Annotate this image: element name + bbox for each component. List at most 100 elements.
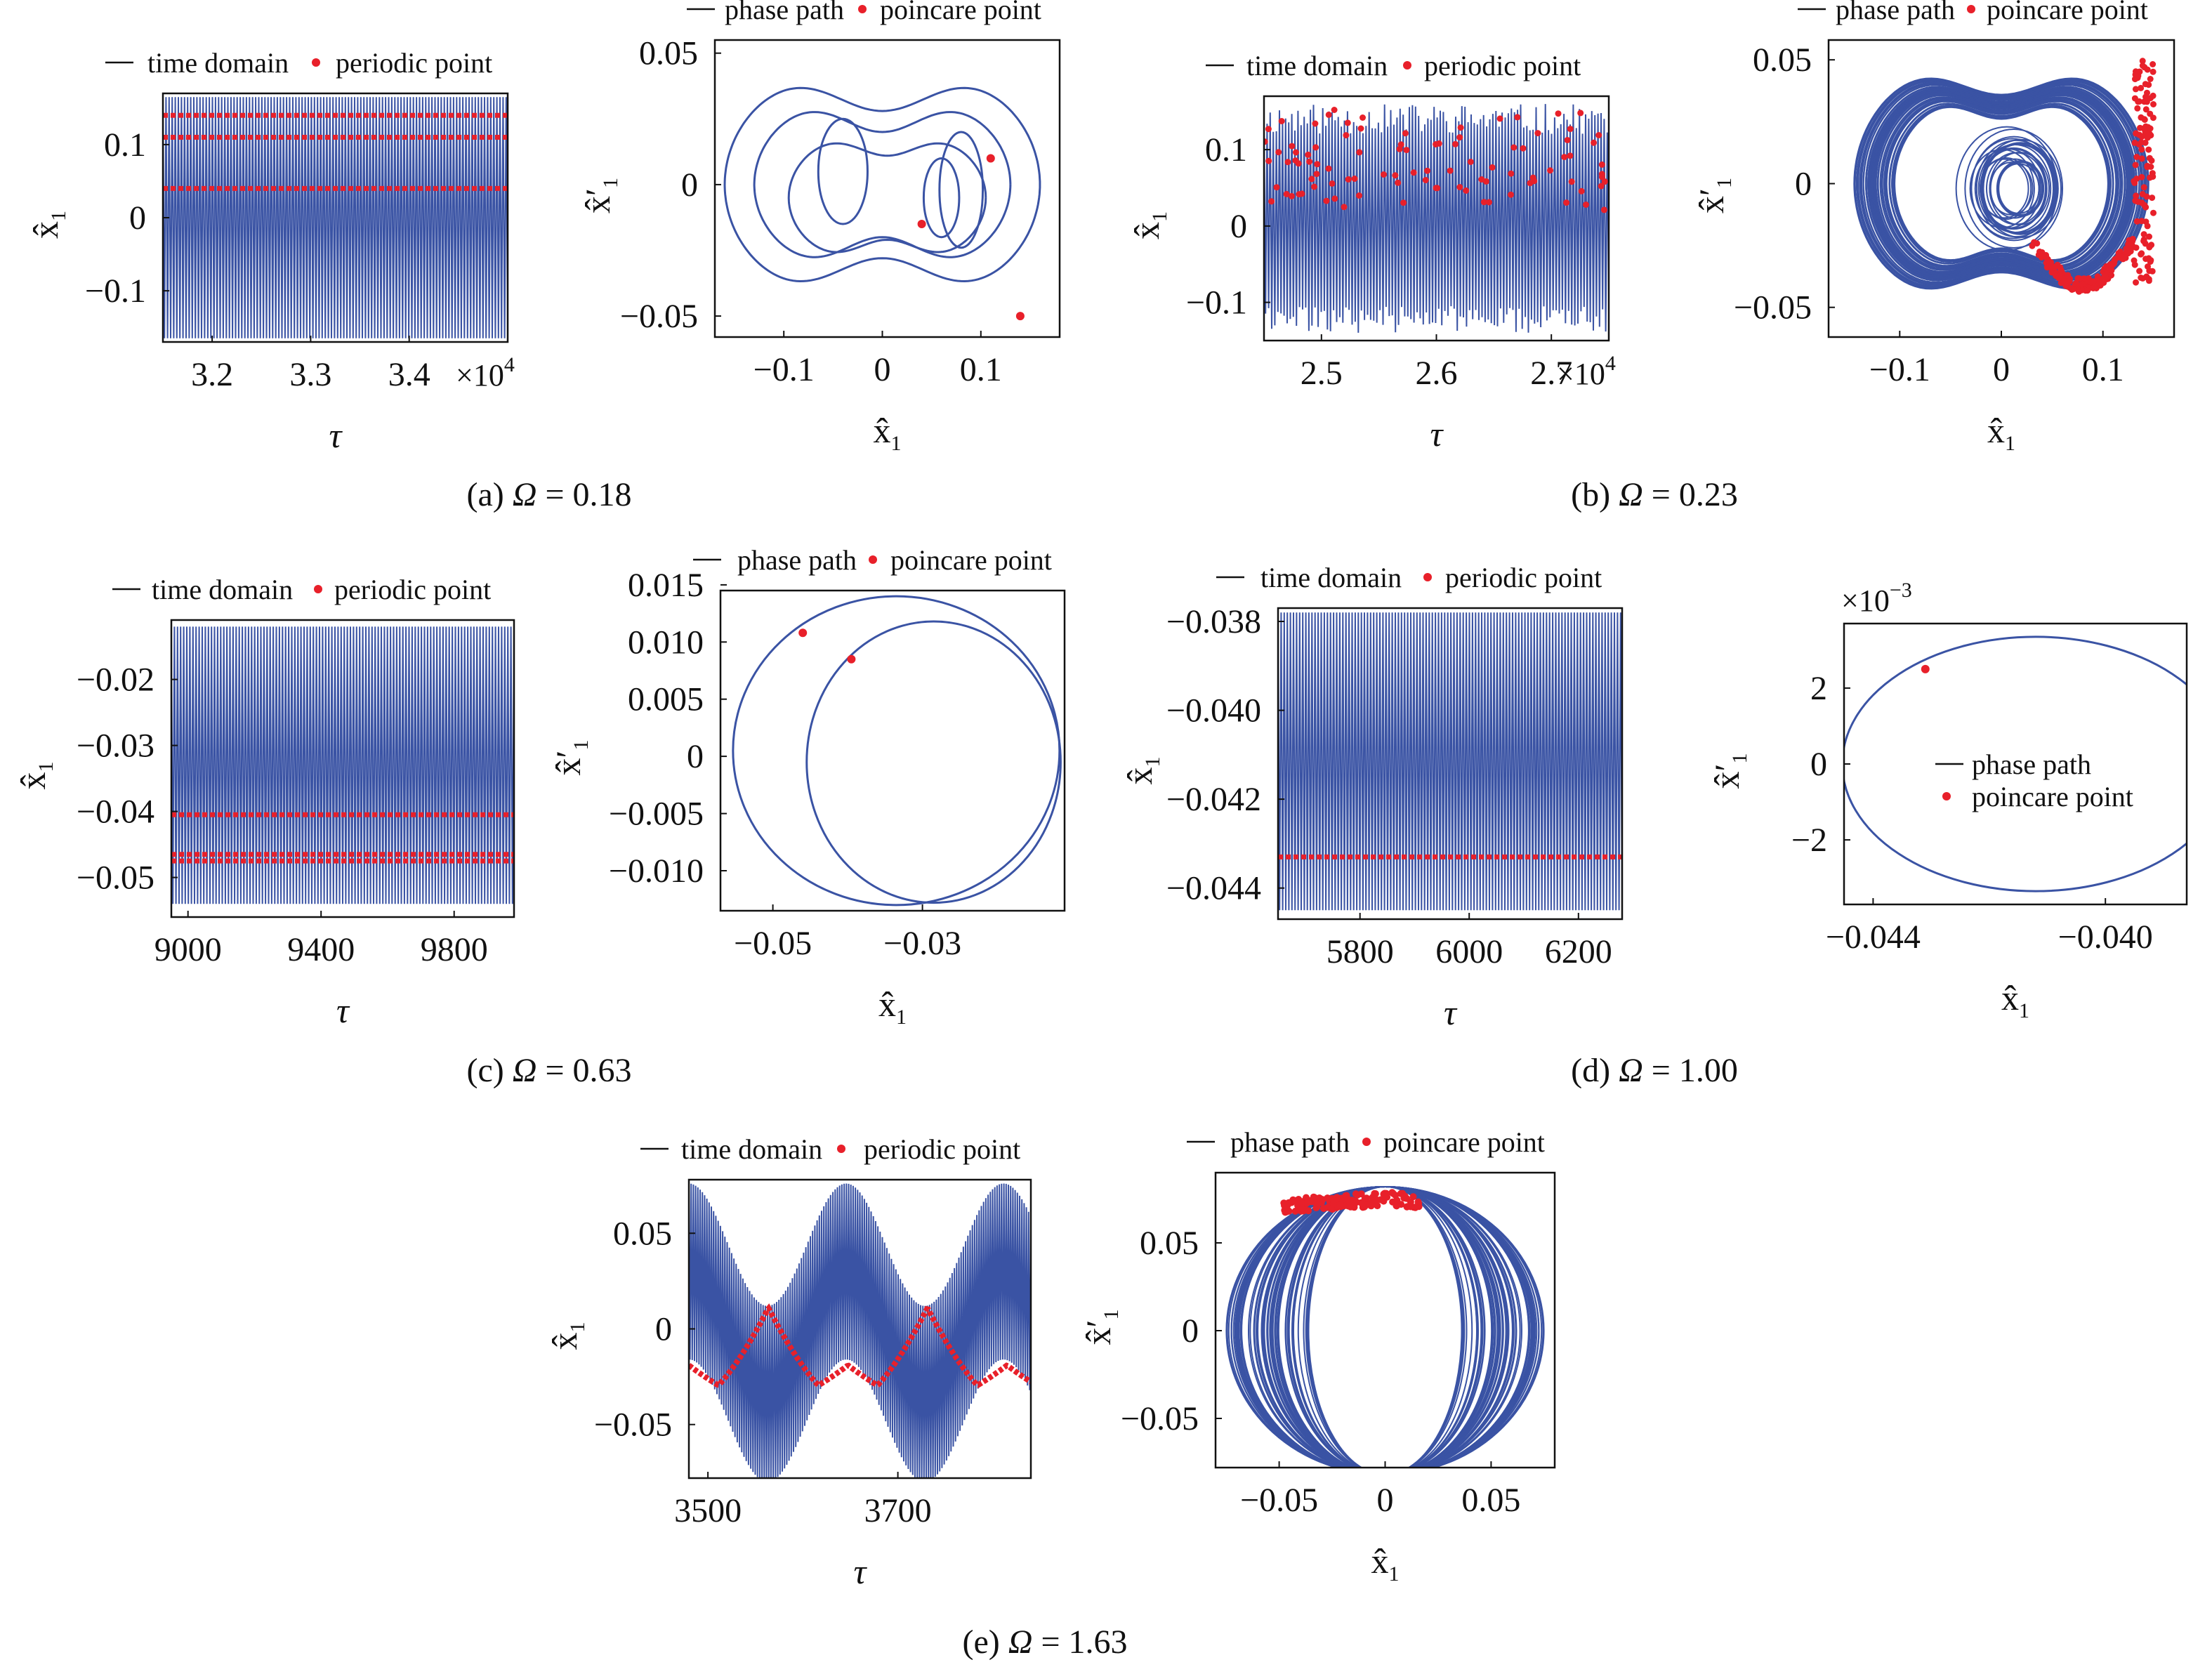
- caption-a: (a) Ω = 0.18: [466, 476, 631, 513]
- y-tick-label: 0: [655, 1311, 672, 1348]
- panel-e-time-plot: 3500 3700 0.05 0 −0.05 τ x̂1 time domain periodi…: [545, 1133, 1032, 1591]
- periodic-point: [1496, 115, 1503, 122]
- phase-loop: [1308, 1186, 1463, 1468]
- phase-loop: [1884, 99, 2119, 268]
- periodic-point: [1555, 110, 1562, 117]
- poincare-point: [2150, 68, 2157, 75]
- x-tick-label: 9000: [154, 931, 222, 968]
- plot-frame: [1277, 607, 1624, 921]
- x-tick-label: 9400: [287, 931, 355, 968]
- periodic-point: [1397, 141, 1404, 148]
- legend-dot-swatch: [1362, 1138, 1371, 1146]
- poincare-point: [2073, 279, 2079, 286]
- phase-inner-loop: [1970, 136, 2058, 242]
- legend: phase path poincare point: [687, 0, 1041, 25]
- plot-area: [723, 86, 1041, 321]
- periodic-point: [1567, 126, 1574, 133]
- phase-loop: [1256, 1186, 1514, 1468]
- poincare-point: [1414, 1198, 1422, 1206]
- poincare-point: [1319, 1196, 1326, 1204]
- poincare-point: [2112, 256, 2119, 263]
- plot-area: [732, 595, 1062, 907]
- legend-entry-trace: time domain: [681, 1133, 822, 1165]
- poincare-point: [2133, 154, 2140, 160]
- periodic-point: [1356, 149, 1363, 156]
- phase-loop: [1885, 100, 2117, 267]
- periodic-point: [1345, 176, 1352, 183]
- poincare-point: [2146, 233, 2152, 240]
- y-tick-label: 2: [1810, 670, 1827, 707]
- poincare-point: [2043, 251, 2050, 258]
- legend-dot-swatch: [869, 555, 877, 564]
- legend-entry-points: periodic point: [1424, 50, 1581, 81]
- poincare-point: [1374, 1202, 1381, 1210]
- phase-loop-outer: [732, 595, 1061, 907]
- y-tick-label: −0.038: [1166, 603, 1261, 640]
- panel-c-time-plot: 9000 9400 9800 −0.02 −0.03 −0.04 −0.05 τ x̂1 time…: [13, 574, 515, 1030]
- x-tick-label: −0.1: [1869, 351, 1930, 388]
- poincare-point: [2150, 101, 2157, 107]
- phase-loop: [1884, 100, 2119, 268]
- phase-loop: [1885, 100, 2118, 268]
- legend-entry-points: poincare point: [1383, 1126, 1545, 1158]
- y-axis-label: x̂′1: [1692, 178, 1736, 213]
- poincare-point: [1403, 1203, 1411, 1211]
- y-axis-label: x̂′1: [1079, 1310, 1123, 1345]
- periodic-point: [1434, 185, 1441, 192]
- x-tick-label: 0: [1377, 1482, 1394, 1519]
- poincare-point: [2057, 264, 2064, 271]
- periodic-point: [1567, 152, 1574, 159]
- poincare-point: [2136, 268, 2143, 275]
- poincare-point: [1411, 1204, 1419, 1211]
- poincare-point: [1399, 1190, 1407, 1197]
- poincare-point: [2108, 262, 2115, 269]
- poincare-point: [2034, 240, 2041, 247]
- poincare-point: [2150, 114, 2157, 121]
- periodic-point: [1486, 199, 1492, 206]
- periodic-point: [1591, 139, 1597, 146]
- y-tick-label: −0.044: [1166, 870, 1261, 907]
- periodic-point: [1598, 183, 1605, 190]
- phase-inner-loop: [1964, 129, 2064, 249]
- poincare-point: [2132, 162, 2139, 169]
- poincare-point: [2129, 235, 2136, 242]
- phase-loop-inner: [805, 620, 1062, 904]
- y-tick-label: 0.1: [1205, 131, 1247, 169]
- legend-dot-swatch: [837, 1145, 845, 1153]
- periodic-point: [1480, 199, 1487, 206]
- x-tick-label: 0: [874, 351, 891, 388]
- y-axis-label: x̂1: [545, 1322, 589, 1350]
- phase-path: [1853, 77, 2150, 290]
- y-tick-label: −0.042: [1166, 781, 1261, 818]
- phase-loop: [1859, 81, 2143, 286]
- periodic-point: [1564, 137, 1571, 143]
- phase-loop: [1256, 1186, 1515, 1468]
- poincare-point: [2147, 125, 2154, 132]
- periodic-point: [1265, 157, 1272, 164]
- poincare-point: [2145, 263, 2151, 270]
- periodic-point: [1323, 197, 1330, 204]
- periodic-point: [1356, 192, 1362, 199]
- poincare-point: [2142, 81, 2149, 88]
- legend-entry-trace: phase path: [725, 0, 844, 25]
- x-tick-label: −0.040: [2058, 918, 2153, 956]
- y-tick-label: 0.005: [628, 681, 704, 718]
- time-domain-trace: [163, 97, 508, 338]
- y-tick-label: −0.05: [77, 859, 154, 897]
- periodic-point: [1264, 138, 1268, 145]
- periodic-point: [1577, 110, 1584, 117]
- poincare-point: [2147, 76, 2154, 82]
- legend-entry-points: periodic point: [336, 47, 492, 79]
- legend-entry-trace: phase path: [1836, 0, 1955, 25]
- phase-loop: [1230, 1186, 1540, 1468]
- phase-inner-loop: [1955, 126, 2059, 251]
- y-tick-label: −0.03: [77, 727, 154, 765]
- poincare-point: [1393, 1202, 1400, 1210]
- poincare-point: [1367, 1202, 1375, 1210]
- poincare-point: [2138, 84, 2145, 91]
- periodic-point: [1306, 158, 1313, 165]
- plot-frame: [713, 39, 1061, 338]
- x-axis-label: τ: [1430, 414, 1444, 454]
- periodic-point: [1595, 132, 1602, 138]
